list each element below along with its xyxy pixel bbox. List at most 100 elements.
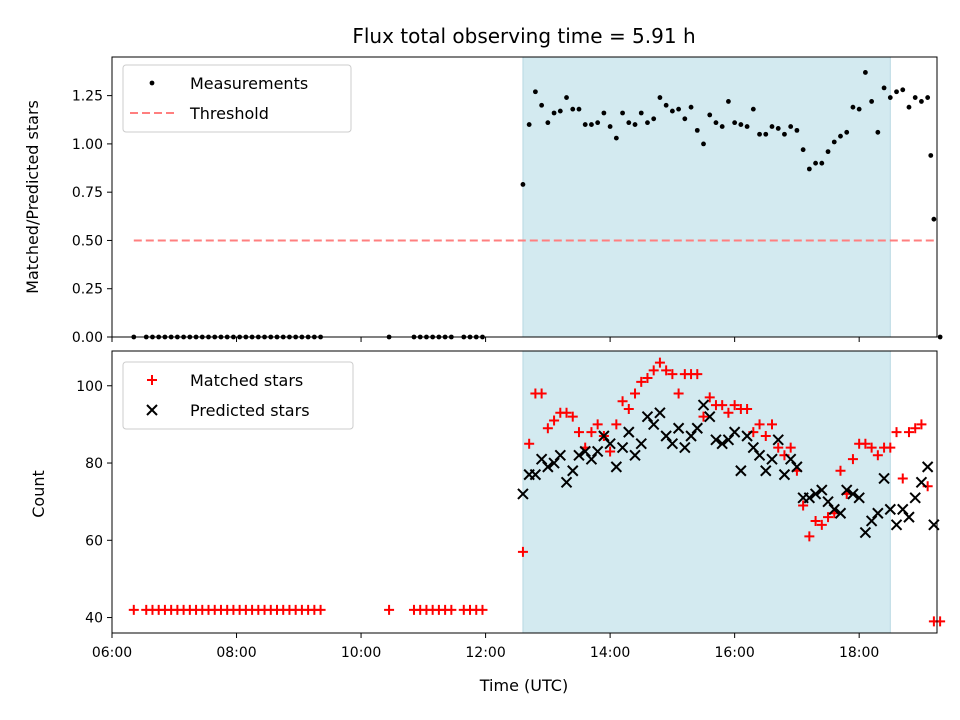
matched-star-point: [742, 403, 753, 414]
matched-star-point: [692, 369, 703, 380]
predicted-star-point: [853, 492, 865, 504]
measurement-point: [657, 95, 663, 100]
matched-star-point: [446, 604, 457, 615]
predicted-star-point: [591, 445, 604, 458]
measurement-point: [856, 106, 862, 112]
matched-star-point: [630, 388, 641, 399]
predicted-star-point: [859, 526, 872, 539]
matched-star-point: [729, 400, 740, 411]
observing-interval-shade-count: [522, 350, 891, 634]
matched-star-point: [717, 400, 728, 411]
matched-star-point: [897, 473, 908, 484]
predicted-star-point: [778, 468, 791, 481]
measurement-point: [601, 110, 607, 116]
predicted-star-point: [604, 438, 616, 450]
ratio-panel-y-ticks: 0.00 0.25 0.50 0.75 1.00 1.25: [72, 89, 112, 346]
y-tick-label: 80: [85, 456, 103, 472]
x-tick-label: 12:00: [465, 645, 505, 661]
legend-measurements-marker: [149, 80, 155, 86]
matched-star-point: [542, 423, 553, 434]
matched-star-point: [698, 411, 709, 422]
matched-star-point: [654, 357, 665, 368]
predicted-star-point: [728, 426, 741, 438]
matched-star-point: [623, 403, 634, 414]
measurement-point: [545, 120, 551, 126]
measurement-point: [663, 102, 669, 108]
matched-star-point: [384, 604, 395, 615]
count-panel-legend: Matched stars Predicted stars: [122, 361, 354, 430]
observing-interval-shade: [522, 56, 891, 338]
predicted-star-point: [809, 488, 822, 500]
measurement-point: [520, 182, 526, 187]
measurement-point: [719, 124, 725, 129]
predicted-star-point: [567, 465, 579, 477]
measurement-point: [782, 131, 787, 137]
predicted-star-point: [560, 476, 573, 489]
y-tick-label: 0.50: [72, 233, 103, 249]
predicted-star-point: [704, 410, 716, 423]
predicted-star-point: [841, 484, 853, 496]
legend-matched-marker: [147, 375, 157, 385]
y-tick-label: 0.25: [72, 282, 103, 298]
predicted-star-point: [579, 445, 591, 458]
count-panel-y-axis-label: Count: [29, 470, 48, 518]
matched-star-point: [916, 419, 927, 430]
matched-star-point: [561, 407, 572, 418]
matched-star-point: [816, 519, 827, 530]
matched-star-point: [723, 407, 734, 418]
x-axis-label: Time (UTC): [479, 676, 568, 695]
predicted-star-point: [828, 503, 840, 516]
matched-star-point: [760, 430, 771, 441]
predicted-star-point: [585, 453, 598, 465]
predicted-star-point: [573, 449, 585, 462]
measurement-point: [688, 104, 694, 110]
predicted-star-point: [610, 461, 623, 473]
matched-star-point: [573, 427, 584, 438]
legend-threshold-label: Threshold: [189, 104, 269, 123]
predicted-star-point: [517, 488, 529, 500]
matched-star-point: [767, 419, 777, 430]
predicted-star-point: [890, 519, 903, 531]
measurement-point: [794, 127, 800, 133]
matched-star-point: [605, 446, 616, 457]
predicted-star-point: [716, 438, 728, 450]
measurement-point: [595, 120, 601, 126]
predicted-star-point: [834, 507, 847, 519]
predicted-stars-series: [517, 399, 940, 539]
matched-star-point: [785, 442, 796, 453]
measurement-point: [937, 334, 943, 340]
measurement-point: [931, 216, 937, 222]
predicted-star-point: [548, 457, 560, 469]
predicted-star-point: [884, 503, 897, 516]
measurement-point: [875, 129, 881, 135]
matched-star-point: [704, 392, 715, 403]
legend-box: [122, 64, 352, 133]
count-panel: 06:00 08:00 10:00 12:00 14:00 16:00 18:00 40 60…: [76, 350, 946, 661]
predicted-star-point: [691, 422, 703, 434]
measurement-point: [589, 122, 594, 127]
legend-predicted-marker: [146, 404, 158, 416]
ratio-panel-x-ticks: [111, 337, 860, 342]
measurement-point: [819, 160, 825, 166]
x-tick-label: 14:00: [590, 645, 630, 661]
measurement-point: [570, 106, 576, 112]
measurement-point: [738, 122, 744, 127]
predicted-star-point: [753, 449, 766, 462]
predicted-star-point: [741, 430, 753, 442]
predicted-star-point: [847, 488, 859, 500]
predicted-star-point: [816, 484, 828, 496]
measurement-point: [912, 95, 918, 100]
matched-star-point: [477, 604, 488, 615]
count-panel-frame: [111, 350, 938, 634]
predicted-star-point: [784, 453, 797, 465]
matched-star-point: [128, 604, 139, 615]
predicted-star-point: [647, 418, 660, 431]
measurement-point: [669, 108, 675, 114]
measurement-point: [682, 116, 688, 122]
y-tick-label: 100: [76, 379, 103, 395]
matched-star-point: [667, 369, 678, 380]
measurement-point: [775, 126, 781, 131]
predicted-star-point: [679, 441, 691, 454]
measurement-point: [838, 133, 843, 139]
predicted-star-point: [747, 441, 760, 454]
